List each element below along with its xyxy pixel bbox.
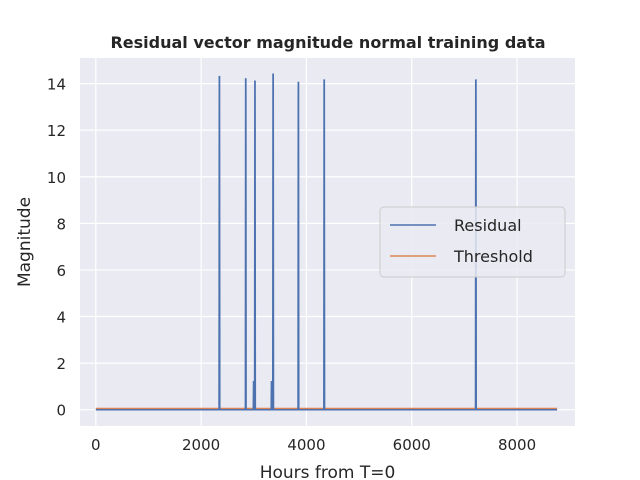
y-tick-label: 12 bbox=[47, 122, 66, 140]
y-tick-label: 2 bbox=[56, 355, 66, 373]
y-tick-label: 4 bbox=[56, 309, 66, 327]
y-tick-label: 14 bbox=[47, 76, 66, 94]
y-tick-labels: 0 2 4 6 8 10 12 14 bbox=[47, 76, 66, 420]
x-tick-label: 8000 bbox=[498, 436, 536, 454]
series-group bbox=[95, 73, 558, 411]
y-axis-label: Magnitude bbox=[15, 197, 35, 287]
legend-label-threshold: Threshold bbox=[453, 247, 533, 266]
y-tick-label: 0 bbox=[56, 402, 66, 420]
x-tick-labels: 0 2000 4000 6000 8000 bbox=[91, 436, 536, 454]
y-tick-label: 10 bbox=[47, 169, 66, 187]
x-tick-label: 2000 bbox=[182, 436, 220, 454]
x-tick-label: 0 bbox=[91, 436, 101, 454]
x-tick-label: 4000 bbox=[287, 436, 325, 454]
residual-series-line bbox=[95, 73, 558, 411]
x-axis-label: Hours from T=0 bbox=[260, 463, 396, 480]
y-tick-label: 6 bbox=[56, 262, 66, 280]
y-tick-label: 8 bbox=[56, 215, 66, 233]
chart-title: Residual vector magnitude normal trainin… bbox=[110, 33, 545, 52]
legend: Residual Threshold bbox=[379, 206, 566, 278]
x-tick-label: 6000 bbox=[393, 436, 431, 454]
legend-label-residual: Residual bbox=[454, 216, 522, 235]
